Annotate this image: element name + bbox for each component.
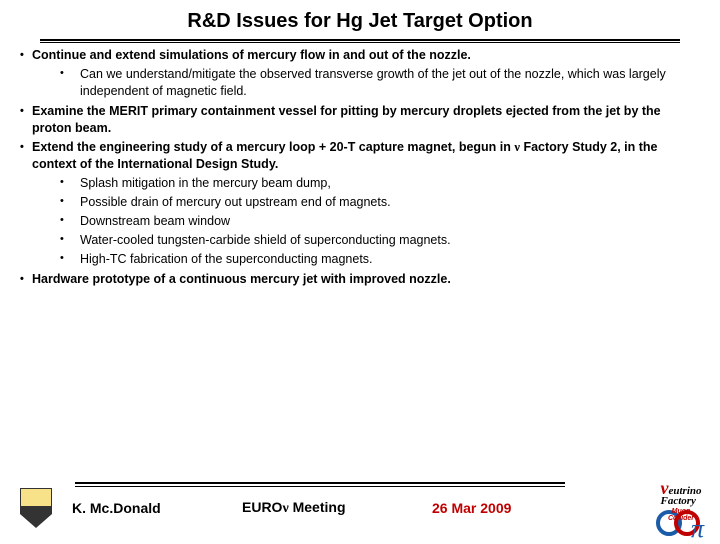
shield-icon bbox=[20, 488, 52, 528]
bullet-icon: • bbox=[60, 66, 80, 100]
bullet-text: Possible drain of mercury out upstream e… bbox=[80, 194, 700, 211]
bullet-text: High-TC fabrication of the superconducti… bbox=[80, 251, 700, 268]
title-divider bbox=[40, 39, 680, 41]
footer: K. Mc.Donald EUROν Meeting 26 Mar 2009 bbox=[20, 482, 710, 528]
list-item: • Downstream beam window bbox=[60, 213, 700, 230]
bullet-text: Water-cooled tungsten-carbide shield of … bbox=[80, 232, 700, 249]
content-area: • Continue and extend simulations of mer… bbox=[0, 47, 720, 287]
neutrino-factory-logo: νeutrino Factory bbox=[660, 481, 701, 506]
bullet-text: Hardware prototype of a continuous mercu… bbox=[32, 271, 700, 288]
muon-collider-logo: MuonCollider π bbox=[656, 508, 706, 538]
bullet-text: Continue and extend simulations of mercu… bbox=[32, 47, 700, 64]
bullet-icon: • bbox=[60, 232, 80, 249]
bullet-text: Examine the MERIT primary containment ve… bbox=[32, 103, 700, 137]
bullet-text: Splash mitigation in the mercury beam du… bbox=[80, 175, 700, 192]
text-span: Extend the engineering study of a mercur… bbox=[32, 140, 514, 154]
page-title: R&D Issues for Hg Jet Target Option bbox=[0, 0, 720, 33]
footer-row: K. Mc.Donald EUROν Meeting 26 Mar 2009 bbox=[20, 488, 710, 528]
list-item: • Possible drain of mercury out upstream… bbox=[60, 194, 700, 211]
text-span: EURO bbox=[242, 499, 282, 515]
list-item: • High-TC fabrication of the superconduc… bbox=[60, 251, 700, 268]
list-item: • Examine the MERIT primary containment … bbox=[20, 103, 700, 137]
bullet-icon: • bbox=[20, 103, 32, 137]
bullet-icon: • bbox=[20, 271, 32, 288]
list-item: • Can we understand/mitigate the observe… bbox=[60, 66, 700, 100]
list-item: • Splash mitigation in the mercury beam … bbox=[60, 175, 700, 192]
footer-divider bbox=[75, 482, 565, 484]
logo-area: νeutrino Factory MuonCollider π bbox=[656, 481, 706, 538]
date-text: 26 Mar 2009 bbox=[432, 500, 552, 516]
bullet-text: Downstream beam window bbox=[80, 213, 700, 230]
bullet-icon: • bbox=[20, 47, 32, 64]
list-item: • Extend the engineering study of a merc… bbox=[20, 139, 700, 173]
bullet-text: Can we understand/mitigate the observed … bbox=[80, 66, 700, 100]
meeting-name: EUROν Meeting bbox=[242, 499, 432, 517]
bullet-icon: • bbox=[60, 213, 80, 230]
list-item: • Hardware prototype of a continuous mer… bbox=[20, 271, 700, 288]
author-name: K. Mc.Donald bbox=[72, 500, 242, 516]
sublist: • Can we understand/mitigate the observe… bbox=[60, 66, 700, 100]
text-span: Meeting bbox=[289, 499, 346, 515]
bullet-icon: • bbox=[60, 194, 80, 211]
list-item: • Continue and extend simulations of mer… bbox=[20, 47, 700, 64]
sublist: • Splash mitigation in the mercury beam … bbox=[60, 175, 700, 267]
bullet-icon: • bbox=[60, 175, 80, 192]
list-item: • Water-cooled tungsten-carbide shield o… bbox=[60, 232, 700, 249]
bullet-icon: • bbox=[20, 139, 32, 173]
bullet-text: Extend the engineering study of a mercur… bbox=[32, 139, 700, 173]
bullet-icon: • bbox=[60, 251, 80, 268]
